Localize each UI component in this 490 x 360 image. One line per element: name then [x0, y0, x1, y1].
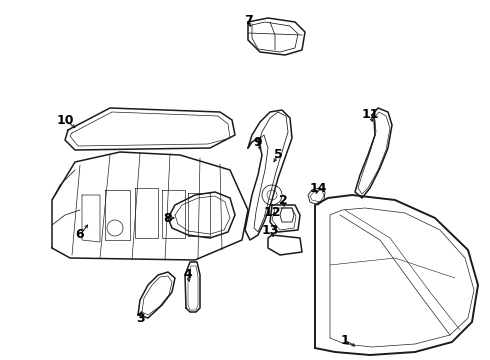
- Text: 8: 8: [164, 211, 172, 225]
- Text: 12: 12: [263, 206, 281, 219]
- Text: 2: 2: [279, 194, 287, 207]
- Text: 5: 5: [273, 148, 282, 162]
- Text: 9: 9: [254, 136, 262, 149]
- Text: 11: 11: [361, 108, 379, 122]
- Text: 4: 4: [184, 269, 193, 282]
- Text: 14: 14: [309, 181, 327, 194]
- Text: 6: 6: [75, 229, 84, 242]
- Text: 10: 10: [56, 113, 74, 126]
- Text: 13: 13: [261, 224, 279, 237]
- Text: 7: 7: [244, 13, 252, 27]
- Text: 3: 3: [136, 311, 145, 324]
- Text: 1: 1: [341, 333, 349, 346]
